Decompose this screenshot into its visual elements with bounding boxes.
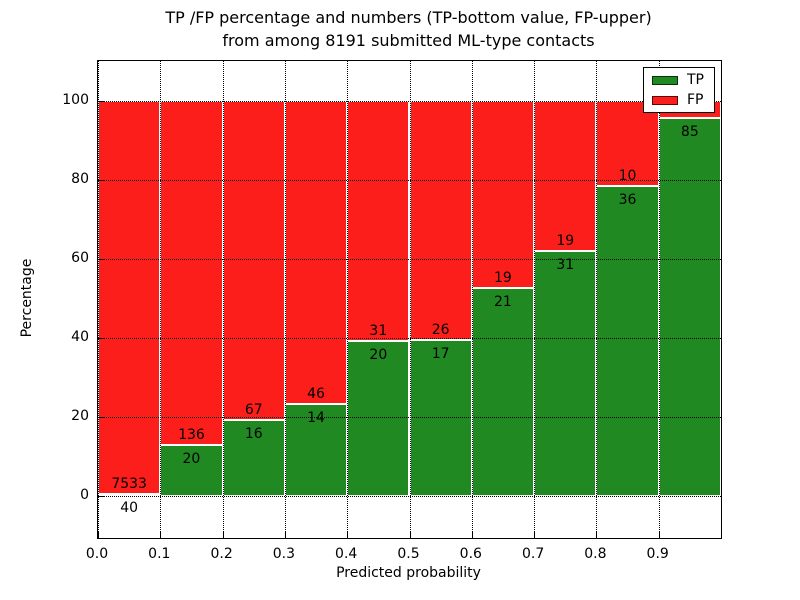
y-tick-mark	[98, 258, 104, 260]
tp-count-label: 31	[556, 256, 575, 273]
legend-label-tp: TP	[687, 72, 704, 88]
legend: TP FP	[643, 67, 715, 113]
tp-bar-segment	[160, 445, 223, 497]
fp-bar-segment	[160, 100, 223, 446]
tp-bar-segment	[658, 118, 721, 497]
chart-title-line2: from among 8191 submitted ML-type contac…	[222, 31, 595, 50]
tp-count-label: 14	[307, 409, 325, 426]
x-tick-label: 0.1	[148, 546, 171, 562]
y-tick-label: 80	[71, 170, 89, 187]
x-gridline	[471, 61, 473, 538]
fp-count-label: 19	[494, 270, 512, 287]
x-tick-label: 0.3	[272, 546, 296, 562]
tp-bar-segment	[596, 186, 659, 497]
tp-bar-segment	[471, 288, 535, 497]
tp-count-label: 20	[369, 347, 388, 364]
plot-area: TP FP 7533 40 136 20 67 16 46 14 31 20 26 17 19 21 19 31…	[97, 60, 722, 539]
x-tick-mark	[471, 532, 473, 538]
x-tick-label: 0.2	[210, 546, 233, 562]
fp-bar-segment	[471, 100, 535, 289]
y-tick-label: 0	[80, 487, 89, 504]
fp-count-label: 10	[618, 168, 637, 185]
y-tick-label: 100	[62, 91, 89, 108]
fp-count-label: 67	[244, 401, 263, 418]
x-gridline	[347, 61, 349, 538]
x-tick-mark	[222, 532, 224, 538]
legend-entry-fp: FP	[652, 93, 704, 107]
fp-bar-segment	[347, 100, 410, 342]
tp-count-label: 17	[431, 345, 450, 362]
x-tick-mark	[534, 532, 536, 538]
x-tick-label: 0.8	[584, 546, 607, 562]
y-tick-label: 40	[71, 328, 89, 345]
tp-count-label: 20	[182, 451, 201, 468]
fp-count-label: 31	[369, 323, 388, 340]
y-axis-label: Percentage	[19, 258, 35, 338]
fp-legend-swatch	[652, 95, 678, 105]
fp-count-label: 46	[307, 385, 325, 402]
x-gridline	[409, 61, 411, 538]
x-gridline	[596, 61, 598, 538]
x-gridline	[534, 61, 536, 538]
x-tick-label: 0.6	[459, 546, 482, 562]
x-tick-label: 0.7	[521, 546, 545, 562]
fp-bar-segment	[409, 100, 472, 340]
fp-bar-segment	[284, 100, 348, 404]
tp-bar-segment	[284, 403, 348, 497]
x-gridline	[658, 61, 660, 538]
y-tick-label: 60	[71, 249, 89, 266]
x-tick-mark	[284, 532, 286, 538]
fp-count-label: 7533	[111, 476, 147, 493]
tp-count-label: 36	[618, 192, 637, 209]
x-tick-mark	[409, 532, 411, 538]
y-tick-mark	[98, 496, 104, 498]
x-tick-label: 0.0	[85, 546, 109, 562]
tp-count-label: 85	[680, 124, 699, 141]
x-axis-label: Predicted probability	[336, 565, 481, 581]
tp-count-label: 21	[494, 294, 512, 311]
x-gridline	[284, 61, 286, 538]
fp-count-label: 19	[556, 232, 575, 249]
x-tick-mark	[98, 532, 99, 538]
x-tick-mark	[160, 532, 162, 538]
tp-legend-swatch	[652, 75, 678, 85]
x-gridline	[160, 61, 162, 538]
legend-entry-tp: TP	[652, 73, 704, 87]
tp-bar-segment	[534, 250, 597, 497]
x-tick-label: 0.9	[646, 546, 669, 562]
x-tick-mark	[596, 532, 598, 538]
tp-bar-segment	[347, 341, 410, 497]
chart-title-line1: TP /FP percentage and numbers (TP-bottom…	[165, 8, 652, 27]
fp-count-label: 136	[178, 427, 205, 444]
chart-title: TP /FP percentage and numbers (TP-bottom…	[97, 6, 720, 52]
x-tick-mark	[347, 532, 349, 538]
legend-label-fp: FP	[687, 92, 704, 108]
y-tick-mark	[98, 337, 104, 339]
y-tick-mark	[98, 179, 104, 181]
tp-count-label: 40	[120, 500, 139, 517]
x-gridline	[98, 61, 99, 538]
y-tick-mark	[98, 100, 104, 102]
fp-bar-segment	[98, 100, 161, 495]
x-tick-mark	[658, 532, 660, 538]
y-tick-mark	[98, 416, 104, 418]
fp-count-label: 26	[431, 321, 450, 338]
fp-bar-segment	[534, 100, 597, 251]
tp-count-label: 16	[244, 425, 263, 442]
y-tick-label: 20	[71, 407, 89, 424]
x-tick-label: 0.5	[397, 546, 420, 562]
x-tick-label: 0.4	[335, 546, 358, 562]
fp-bar-segment	[222, 100, 285, 420]
x-gridline	[222, 61, 224, 538]
